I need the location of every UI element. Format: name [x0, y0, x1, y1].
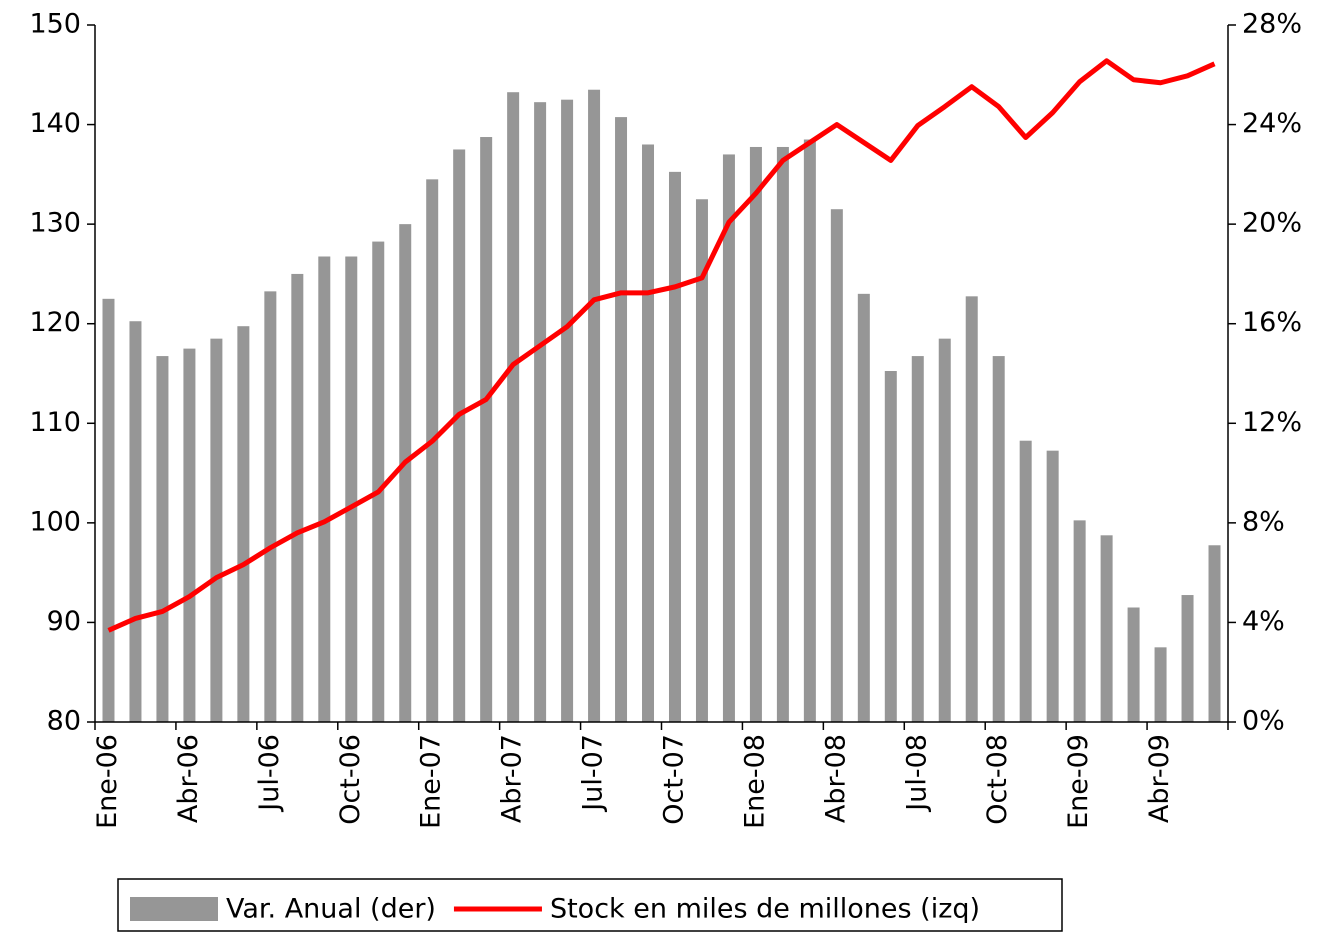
- bar: [1208, 545, 1221, 722]
- x-tick-label: Jul-08: [901, 734, 932, 813]
- bar: [615, 117, 628, 722]
- y2-tick-label: 16%: [1242, 307, 1302, 338]
- y-tick-label: 120: [29, 307, 81, 338]
- bar: [776, 146, 789, 723]
- bar: [210, 338, 223, 722]
- bar: [830, 209, 843, 722]
- legend-swatch: [130, 897, 218, 921]
- bar: [884, 371, 897, 722]
- line: [107, 58, 1216, 633]
- bar: [264, 291, 277, 722]
- bar: [237, 326, 250, 722]
- y-tick-label: 130: [29, 208, 81, 239]
- bar: [129, 321, 142, 722]
- y-tick-label: 90: [47, 606, 81, 637]
- y2-tick-label: 12%: [1242, 407, 1302, 438]
- bar: [156, 356, 169, 722]
- y-tick-label: 100: [29, 506, 81, 537]
- bar: [642, 144, 655, 722]
- bar: [291, 273, 304, 722]
- y2-tick-label: 24%: [1242, 108, 1302, 139]
- y2-tick-label: 20%: [1242, 208, 1302, 239]
- y-tick-label: 140: [29, 108, 81, 139]
- bar: [507, 92, 520, 723]
- x-tick-label: Oct-08: [982, 734, 1013, 825]
- bar: [318, 256, 331, 722]
- bar: [1100, 535, 1113, 722]
- y2-tick-label: 28%: [1242, 9, 1302, 40]
- bar: [965, 296, 978, 722]
- x-tick-label: Oct-07: [658, 734, 689, 825]
- bar: [453, 149, 466, 722]
- legend-label: Stock en miles de millones (izq): [550, 894, 980, 925]
- y-tick-label: 110: [29, 407, 81, 438]
- legend-label: Var. Anual (der): [226, 894, 436, 925]
- bar: [426, 179, 439, 723]
- y-tick-label: 80: [47, 706, 81, 737]
- x-tick-label: Jul-06: [254, 734, 285, 813]
- bar: [345, 256, 358, 722]
- bar: [588, 89, 601, 722]
- bar: [695, 199, 708, 722]
- bar: [399, 224, 412, 722]
- x-tick-label: Jul-07: [578, 734, 609, 813]
- bar: [1181, 595, 1194, 722]
- x-tick-label: Abr-06: [173, 734, 204, 823]
- x-tick-label: Oct-06: [335, 734, 366, 825]
- y2-tick-label: 0%: [1242, 706, 1285, 737]
- bar: [749, 146, 762, 723]
- bar: [534, 102, 547, 723]
- x-tick-label: Ene-09: [1063, 734, 1094, 829]
- bar: [1046, 450, 1059, 722]
- x-tick-label: Ene-07: [416, 734, 447, 829]
- bar: [1127, 607, 1140, 722]
- bar: [911, 356, 924, 722]
- x-tick-label: Abr-09: [1144, 734, 1175, 823]
- bar: [183, 348, 196, 722]
- legend-box: [117, 878, 1063, 932]
- bar: [992, 356, 1005, 722]
- y2-tick-label: 8%: [1242, 506, 1285, 537]
- x-tick-label: Abr-08: [820, 734, 851, 823]
- bar: [938, 338, 951, 722]
- bar: [1154, 647, 1167, 722]
- x-tick-label: Ene-06: [92, 734, 123, 829]
- bar: [1019, 440, 1032, 722]
- x-tick-label: Abr-07: [497, 734, 528, 823]
- bar: [480, 137, 493, 723]
- bar: [102, 298, 115, 722]
- bar: [561, 99, 574, 722]
- bar: [722, 154, 735, 722]
- y2-tick-label: 4%: [1242, 606, 1285, 637]
- bar: [372, 241, 385, 722]
- bar: [857, 293, 870, 722]
- x-tick-label: Ene-08: [739, 734, 770, 829]
- bar: [668, 171, 681, 722]
- bar: [1073, 520, 1086, 722]
- y-tick-label: 150: [29, 9, 81, 40]
- bar: [803, 139, 816, 722]
